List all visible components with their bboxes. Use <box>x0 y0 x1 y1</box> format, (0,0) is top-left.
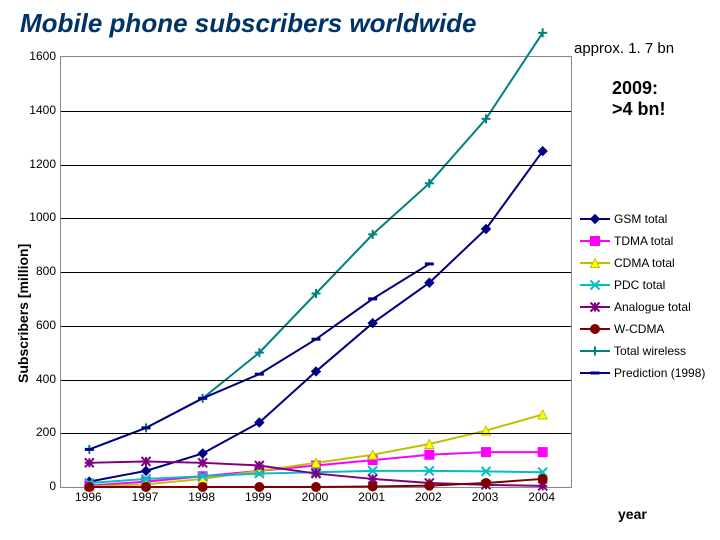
x-tick-label: 2004 <box>522 490 562 504</box>
legend-marker-icon <box>589 301 601 313</box>
chart-title: Mobile phone subscribers worldwide <box>20 8 477 39</box>
y-tick-label: 1000 <box>16 210 56 224</box>
y-tick-label: 800 <box>16 264 56 278</box>
legend: GSM total TDMA total CDMA total PDC total An… <box>580 208 705 384</box>
legend-label: GSM total <box>614 212 667 226</box>
series-marker-gsm <box>142 466 151 475</box>
legend-marker-icon <box>589 279 601 291</box>
y-tick-label: 200 <box>16 425 56 439</box>
legend-line-icon <box>580 372 610 374</box>
legend-item-analogue: Analogue total <box>580 296 705 318</box>
y-tick-label: 1200 <box>16 157 56 171</box>
series-marker-analogue <box>198 458 207 467</box>
grid-line <box>61 165 571 166</box>
grid-line <box>61 433 571 434</box>
annotation-approx: approx. 1. 7 bn <box>574 40 674 57</box>
grid-line <box>61 272 571 273</box>
annotation-2009-line2: >4 bn! <box>612 99 666 119</box>
y-tick-label: 600 <box>16 318 56 332</box>
x-tick-label: 1996 <box>68 490 108 504</box>
series-marker-analogue <box>85 458 94 467</box>
grid-line <box>61 326 571 327</box>
legend-item-total: Total wireless <box>580 340 705 362</box>
series-marker-gsm <box>198 449 207 458</box>
legend-line-icon <box>580 262 610 264</box>
grid-line <box>61 111 571 112</box>
legend-item-prediction: Prediction (1998) <box>580 362 705 384</box>
series-line-gsm <box>89 151 542 482</box>
series-marker-wcdma <box>482 478 491 487</box>
chart-area: Subscribers [million] 020040060080010001… <box>60 56 570 486</box>
series-marker-tdma <box>425 450 434 459</box>
legend-label: PDC total <box>614 278 665 292</box>
series-marker-analogue <box>312 469 321 478</box>
series-marker-tdma <box>482 448 491 457</box>
legend-marker-icon <box>589 367 601 379</box>
x-tick-label: 2000 <box>295 490 335 504</box>
legend-line-icon <box>580 306 610 308</box>
legend-label: Prediction (1998) <box>614 366 705 380</box>
grid-line <box>61 218 571 219</box>
x-tick-label: 1998 <box>182 490 222 504</box>
legend-marker-icon <box>589 213 601 225</box>
legend-line-icon <box>580 218 610 220</box>
legend-line-icon <box>580 240 610 242</box>
legend-label: Analogue total <box>614 300 691 314</box>
legend-marker-icon <box>589 235 601 247</box>
legend-marker-icon <box>589 257 601 269</box>
legend-label: Total wireless <box>614 344 686 358</box>
legend-line-icon <box>580 284 610 286</box>
legend-line-icon <box>580 328 610 330</box>
series-marker-tdma <box>538 448 547 457</box>
y-tick-label: 400 <box>16 372 56 386</box>
x-tick-label: 2003 <box>465 490 505 504</box>
legend-marker-icon <box>589 323 601 335</box>
y-tick-label: 1400 <box>16 103 56 117</box>
plot-area <box>60 56 572 488</box>
series-marker-analogue <box>255 461 264 470</box>
series-marker-wcdma <box>425 481 434 490</box>
annotation-2009-line1: 2009: <box>612 78 658 98</box>
legend-label: TDMA total <box>614 234 673 248</box>
x-tick-label: 2002 <box>408 490 448 504</box>
y-tick-label: 0 <box>16 479 56 493</box>
legend-item-cdma: CDMA total <box>580 252 705 274</box>
y-tick-label: 1600 <box>16 49 56 63</box>
legend-item-tdma: TDMA total <box>580 230 705 252</box>
legend-item-wcdma: W-CDMA <box>580 318 705 340</box>
legend-marker-icon <box>589 345 601 357</box>
legend-label: W-CDMA <box>614 322 664 336</box>
legend-label: CDMA total <box>614 256 675 270</box>
series-marker-wcdma <box>538 474 547 483</box>
x-tick-label: 1999 <box>238 490 278 504</box>
grid-line <box>61 380 571 381</box>
legend-item-pdc: PDC total <box>580 274 705 296</box>
chart-page: Mobile phone subscribers worldwide appro… <box>0 0 720 540</box>
x-tick-label: 2001 <box>352 490 392 504</box>
x-axis-label: year <box>618 506 647 522</box>
annotation-2009: 2009: >4 bn! <box>612 78 666 120</box>
x-tick-label: 1997 <box>125 490 165 504</box>
legend-line-icon <box>580 350 610 352</box>
legend-item-gsm: GSM total <box>580 208 705 230</box>
series-marker-analogue <box>142 457 151 466</box>
